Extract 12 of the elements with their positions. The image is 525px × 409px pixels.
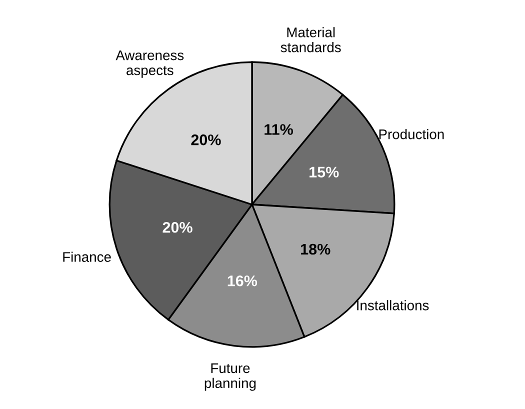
slice-label: Installations [357,300,429,310]
data-label: 11% [264,124,293,135]
data-label: 20% [162,222,192,233]
data-label: 16% [228,275,258,286]
slice-label: Finance [63,252,111,262]
data-label: 20% [191,134,221,146]
slice-label: Future planning [204,363,256,391]
data-label: 18% [301,244,330,255]
slice-label: Material standards [280,27,341,52]
data-label: 15% [310,166,339,178]
slice-label: Awareness aspects [116,50,184,78]
slice-label: Production [379,129,444,140]
